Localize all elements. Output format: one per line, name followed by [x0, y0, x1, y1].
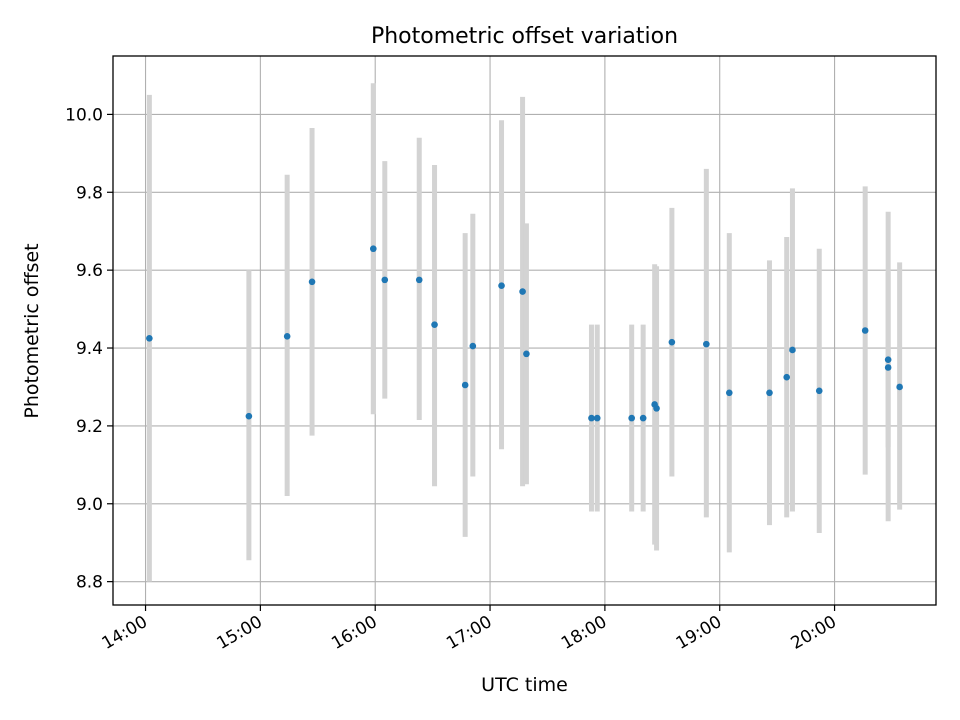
data-point	[884, 364, 892, 371]
data-point	[628, 414, 635, 422]
data-point	[245, 412, 253, 420]
x-tick-label: 16:00	[328, 612, 380, 654]
plot-frame	[112, 55, 937, 606]
data-point	[588, 414, 595, 422]
data-point	[725, 389, 733, 397]
y-tick-label: 9.2	[76, 417, 103, 437]
data-point	[815, 387, 823, 395]
data-point	[789, 346, 796, 354]
data-point	[469, 342, 477, 350]
data-point	[783, 373, 791, 381]
data-point	[639, 414, 647, 422]
x-axis-label: UTC time	[481, 674, 568, 696]
y-tick-label: 9.6	[76, 261, 103, 281]
data-point	[523, 350, 530, 358]
x-tick-label: 14:00	[99, 612, 151, 654]
data-point	[283, 333, 291, 340]
y-tick-label: 9.8	[76, 183, 103, 203]
x-tick-label: 18:00	[558, 612, 610, 654]
x-tick-label: 20:00	[788, 612, 840, 654]
data-point	[653, 405, 660, 412]
y-axis-label: Photometric offset	[21, 243, 43, 418]
data-point	[884, 356, 892, 364]
data-point	[369, 245, 377, 253]
y-tick-label: 9.0	[76, 495, 103, 515]
data-point	[415, 276, 423, 284]
chart-title: Photometric offset variation	[371, 24, 678, 49]
data-point	[498, 282, 505, 290]
x-tick-label: 17:00	[443, 612, 495, 654]
data-point	[861, 327, 869, 334]
y-axis-ticks: 8.8 9.0 9.2 9.4 9.6 9.8 10.0	[65, 105, 113, 593]
y-tick-label: 9.4	[76, 339, 103, 359]
error-bars	[146, 83, 903, 582]
data-point	[381, 276, 389, 284]
y-tick-label: 10.0	[65, 105, 103, 125]
x-axis-ticks: 14:00 15:00 16:00 17:00 18:00 19:00 20:00	[99, 605, 840, 654]
data-points	[146, 245, 903, 422]
data-point	[593, 414, 601, 422]
data-point	[668, 338, 676, 346]
data-point	[461, 381, 469, 389]
data-point	[519, 288, 526, 295]
data-point	[308, 278, 316, 286]
x-tick-label: 15:00	[213, 612, 265, 654]
data-point	[766, 389, 773, 397]
data-point	[431, 321, 438, 328]
y-tick-label: 8.8	[76, 573, 103, 593]
data-point	[146, 334, 153, 342]
x-tick-label: 19:00	[673, 612, 725, 654]
data-point	[896, 383, 903, 391]
data-point	[703, 340, 710, 348]
